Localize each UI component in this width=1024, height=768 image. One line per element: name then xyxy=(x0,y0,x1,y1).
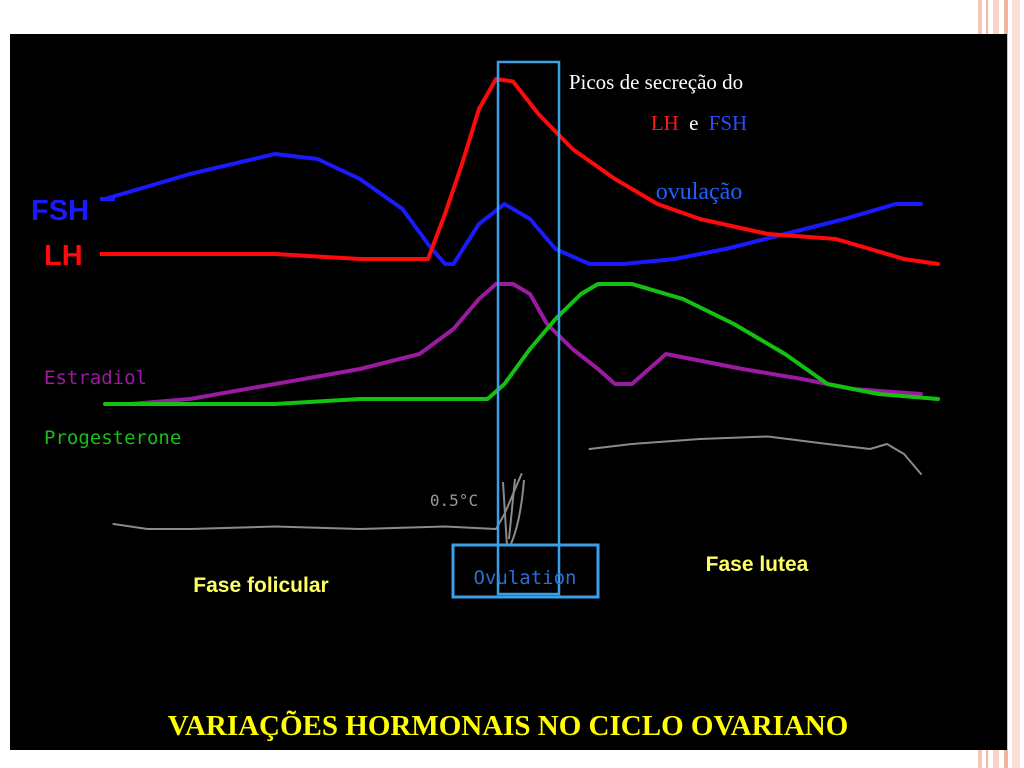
ovulation-box-label: Ovulation xyxy=(474,567,577,589)
temperature-scale-label: 0.5°C xyxy=(430,491,478,510)
phase-follicular-label: Fase folicular xyxy=(193,574,328,597)
annotation-line2: LH e FSH xyxy=(651,111,747,135)
slide-title: VARIAÇÕES HORMONAIS NO CICLO OVARIANO xyxy=(168,709,849,742)
legend-progesterone-label: Progesterone xyxy=(44,427,181,449)
legend-estradiol-label: Estradiol xyxy=(44,367,147,389)
ovulation-window xyxy=(496,60,561,596)
fsh-line xyxy=(103,152,923,266)
progesterone-line xyxy=(103,282,940,406)
hormone-chart: Ovulation 0.5°C FSH LH Estradiol Progest… xyxy=(31,60,940,742)
lh-line xyxy=(103,77,940,266)
decor-stripe-5 xyxy=(1012,0,1020,768)
legend-fsh-label: FSH xyxy=(31,195,89,227)
phase-luteal-label: Fase lutea xyxy=(706,553,809,576)
temperature-line-segment-2 xyxy=(588,435,922,475)
temperature-rise-marks xyxy=(502,478,525,547)
annotation-line1: Picos de secreção do xyxy=(569,70,743,94)
annotation-fsh: FSH xyxy=(709,111,748,135)
ovulation-box xyxy=(451,543,600,599)
legend-lh: LH xyxy=(44,240,83,272)
estradiol-line xyxy=(128,282,923,406)
temperature-line-segment-1 xyxy=(112,473,523,530)
legend-lh-label: LH xyxy=(44,240,83,272)
annotation-ovulation: ovulação xyxy=(656,179,743,205)
annotation-connector: e xyxy=(689,111,698,135)
slide-panel: Ovulation 0.5°C FSH LH Estradiol Progest… xyxy=(10,34,1007,750)
annotation-lh: LH xyxy=(651,111,679,135)
legend-fsh: FSH xyxy=(31,195,89,227)
